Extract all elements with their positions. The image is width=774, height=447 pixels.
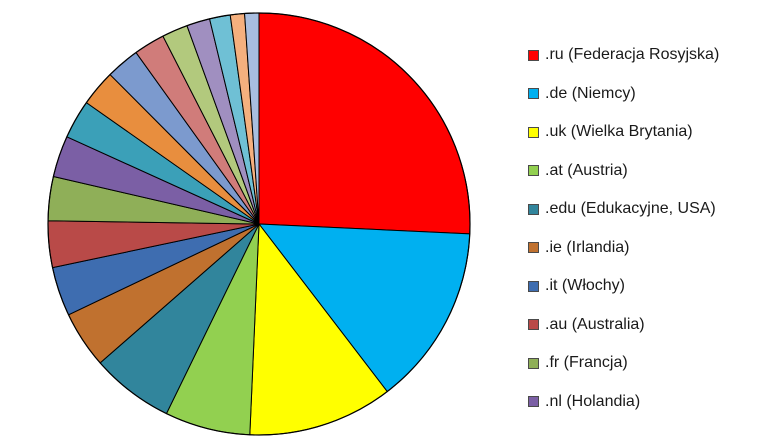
- legend-label: .edu (Edukacyjne, USA): [545, 200, 716, 218]
- legend-swatch: [528, 357, 539, 369]
- legend-item: .it (Włochy): [528, 267, 772, 306]
- legend-swatch: [528, 49, 539, 61]
- legend-label: .ie (Irlandia): [545, 238, 630, 256]
- legend-label: .de (Niemcy): [545, 84, 636, 102]
- legend-item: .ru (Federacja Rosyjska): [528, 36, 772, 75]
- legend-item: .fr (Francja): [528, 344, 772, 383]
- legend-label: .fr (Francja): [545, 354, 628, 372]
- legend-swatch: [528, 242, 539, 254]
- legend-item: .edu (Edukacyjne, USA): [528, 190, 772, 229]
- legend-swatch: [528, 319, 539, 331]
- legend-item: .au (Australia): [528, 306, 772, 345]
- legend-label: .it (Włochy): [545, 277, 625, 295]
- legend-item: .de (Niemcy): [528, 75, 772, 114]
- legend-label: .au (Australia): [545, 315, 645, 333]
- legend-label: .ru (Federacja Rosyjska): [545, 46, 720, 64]
- chart-legend: .ru (Federacja Rosyjska) .de (Niemcy) .uk …: [528, 36, 772, 421]
- legend-item: .at (Austria): [528, 152, 772, 191]
- pie-outline: [47, 12, 471, 436]
- legend-label: .nl (Holandia): [545, 392, 641, 410]
- legend-item: .ie (Irlandia): [528, 229, 772, 268]
- legend-item: .nl (Holandia): [528, 383, 772, 422]
- legend-label: .at (Austria): [545, 161, 628, 179]
- legend-swatch: [528, 88, 539, 100]
- legend-swatch: [528, 280, 539, 292]
- legend-swatch: [528, 126, 539, 138]
- legend-label: .uk (Wielka Brytania): [545, 123, 693, 141]
- legend-swatch: [528, 396, 539, 408]
- legend-swatch: [528, 203, 539, 215]
- pie-slice-1: [258, 12, 471, 235]
- legend-swatch: [528, 165, 539, 177]
- legend-item: .uk (Wielka Brytania): [528, 113, 772, 152]
